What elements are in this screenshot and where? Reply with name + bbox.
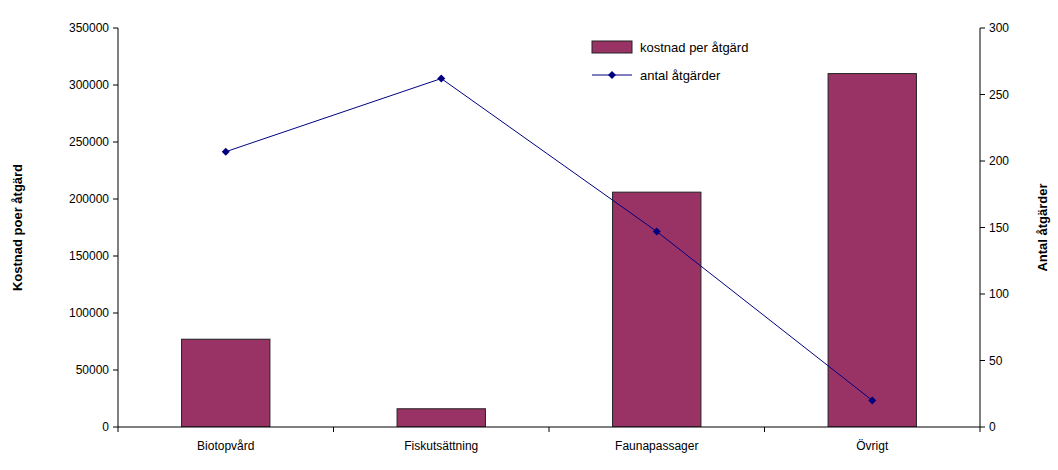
y-tick-label: 350000 [69,21,109,35]
legend-label: antal åtgärder [640,68,721,83]
y-tick-label: 200000 [69,192,109,206]
y-tick [113,85,118,86]
y-tick [113,313,118,314]
y2-tick [980,360,985,361]
y-tick [113,28,118,29]
y2-tick-label: 300 [989,21,1009,35]
x-tick-label: Fiskutsättning [404,439,478,453]
x-tick-label: Biotopvård [197,439,254,453]
y-tick-label: 250000 [69,135,109,149]
legend: kostnad per åtgärd antal åtgärder [592,40,748,83]
y-tick-label: 0 [102,420,109,434]
y2-tick-label: 100 [989,287,1009,301]
chart: 0 50000 100000 150000 200000 250000 300000 3500… [0,0,1058,470]
marker [868,396,876,404]
x-separator [549,427,550,432]
y-tick-label: 300000 [69,78,109,92]
y-axis-label: Kostnad poer åtgärd [10,164,25,291]
bar [828,74,916,427]
y2-tick [980,94,985,95]
y2-tick [980,161,985,162]
y-tick-label: 100000 [69,306,109,320]
x-separator [118,427,119,432]
legend-label: kostnad per åtgärd [640,40,748,55]
x-separator [980,427,981,432]
y2-axis-label: Antal åtgärder [1035,183,1050,271]
y2-tick-label: 150 [989,221,1009,235]
x-separator [764,427,765,432]
marker [222,148,230,156]
y2-tick-label: 0 [989,420,996,434]
y2-tick [980,28,985,29]
y2-tick [980,227,985,228]
marker [437,75,445,83]
plot-data [182,74,917,427]
x-tick-label: Faunapassager [615,439,698,453]
bar [613,192,701,427]
y-tick-label: 150000 [69,249,109,263]
y-tick-label: 50000 [76,363,110,377]
y-tick [113,256,118,257]
x-tick-label: Övrigt [856,439,889,453]
bar [182,339,270,427]
y-tick [113,370,118,371]
y-tick [113,142,118,143]
marker [653,227,661,235]
x-separator [333,427,334,432]
bar [397,409,485,427]
legend-swatch [592,41,632,53]
y-tick [113,199,118,200]
y-axis [118,28,119,427]
y2-tick-label: 200 [989,154,1009,168]
y2-tick-label: 250 [989,88,1009,102]
legend-marker [608,71,616,79]
y-tick [113,427,118,428]
line [226,79,873,401]
y2-tick-label: 50 [989,354,1003,368]
y2-tick [980,294,985,295]
y2-tick [980,427,985,428]
